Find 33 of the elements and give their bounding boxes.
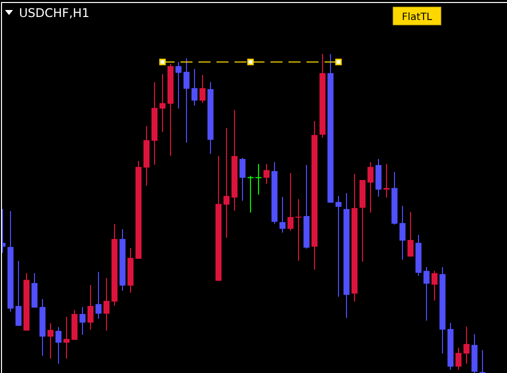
candlestick bbox=[424, 266, 430, 322]
candlestick bbox=[56, 326, 62, 364]
candlestick bbox=[240, 157, 246, 202]
candlestick bbox=[288, 172, 294, 232]
candlestick bbox=[456, 347, 462, 370]
candlestick bbox=[480, 350, 486, 373]
candlestick bbox=[104, 277, 110, 332]
candlestick bbox=[160, 74, 166, 132]
candlestick bbox=[192, 68, 198, 106]
candlestick bbox=[48, 322, 54, 360]
candlestick bbox=[64, 316, 70, 360]
candlestick bbox=[280, 196, 286, 234]
candlestick bbox=[184, 58, 190, 144]
candlestick bbox=[80, 306, 86, 336]
candlestick bbox=[336, 195, 342, 298]
candlestick bbox=[88, 284, 94, 330]
candlestick bbox=[400, 205, 406, 260]
candlestick bbox=[408, 211, 414, 258]
candlestick bbox=[384, 164, 390, 198]
candlestick bbox=[200, 74, 206, 104]
candlestick bbox=[464, 326, 470, 364]
candlestick bbox=[264, 164, 270, 184]
candlestick bbox=[176, 61, 182, 110]
candlestick bbox=[224, 128, 230, 238]
candlestick bbox=[368, 162, 374, 214]
candlestick bbox=[16, 260, 22, 326]
candlestick bbox=[432, 270, 438, 302]
candlestick bbox=[96, 271, 102, 320]
candlestick bbox=[248, 175, 254, 214]
candlestick bbox=[296, 198, 302, 262]
candlestick bbox=[256, 164, 262, 196]
text: FlatTL bbox=[402, 12, 433, 23]
chart-title: USDCHF,H1 bbox=[19, 6, 90, 20]
